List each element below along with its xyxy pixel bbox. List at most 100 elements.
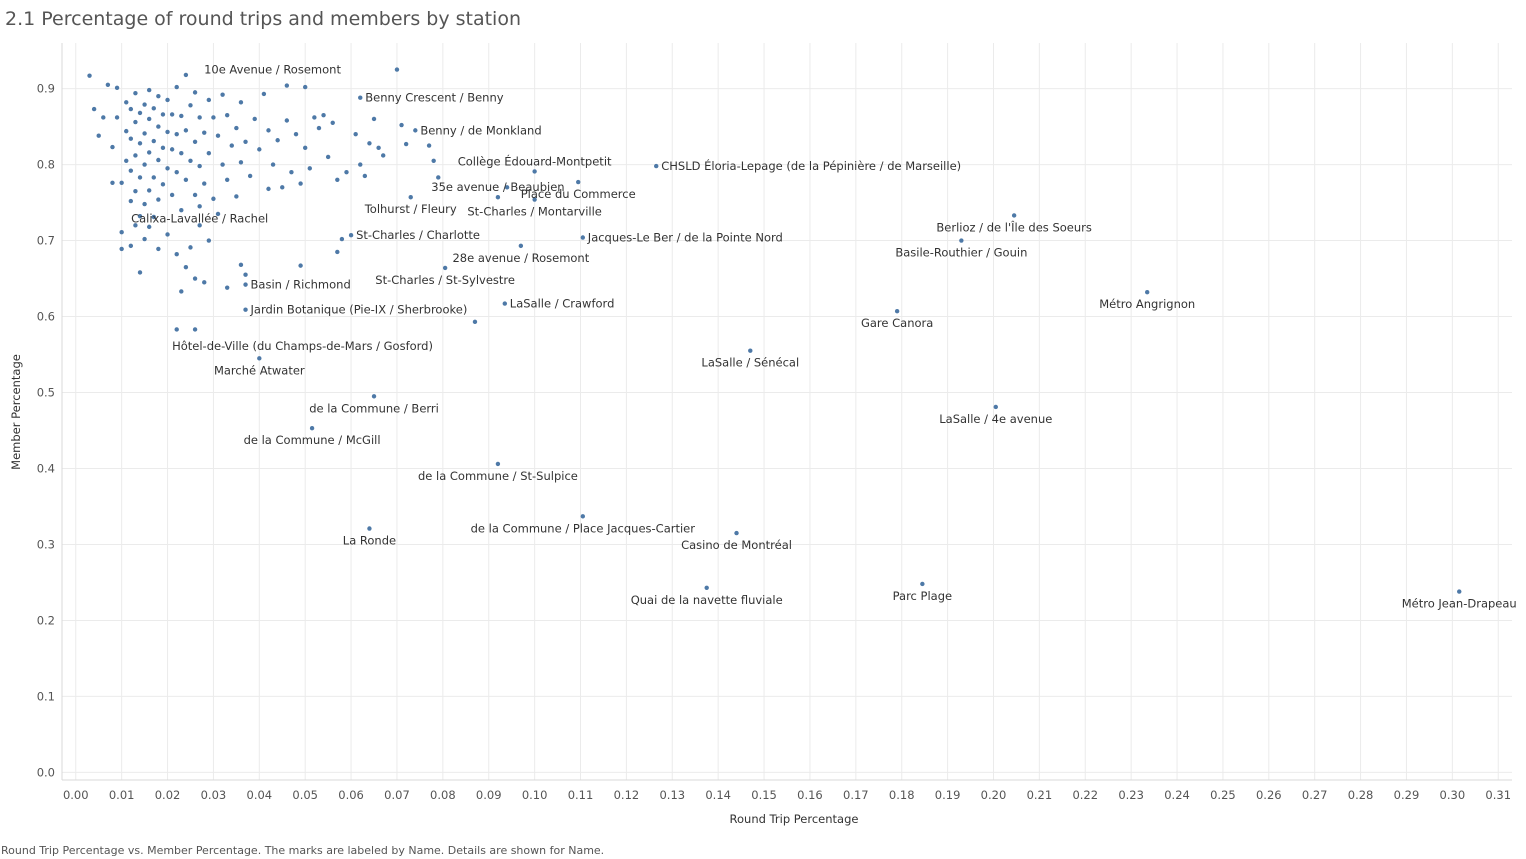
station-point[interactable] — [192, 327, 198, 332]
station-point[interactable] — [146, 87, 152, 93]
station-point[interactable] — [96, 133, 101, 138]
station-point[interactable] — [413, 128, 418, 133]
station-point[interactable] — [302, 145, 308, 151]
station-point[interactable] — [142, 201, 147, 207]
station-point[interactable] — [146, 150, 152, 155]
station-point[interactable] — [146, 116, 152, 122]
station-point[interactable] — [174, 131, 179, 137]
station-point[interactable] — [174, 252, 179, 257]
station-point[interactable] — [119, 229, 124, 235]
station-point[interactable] — [169, 112, 175, 117]
station-point[interactable] — [206, 238, 212, 243]
station-point[interactable] — [206, 97, 212, 103]
station-point[interactable] — [160, 112, 166, 117]
station-point[interactable] — [1145, 290, 1150, 295]
station-point[interactable] — [142, 162, 147, 167]
station-point[interactable] — [894, 309, 900, 314]
station-point[interactable] — [408, 195, 413, 200]
station-point[interactable] — [151, 214, 156, 220]
station-point[interactable] — [266, 128, 271, 133]
station-point[interactable] — [224, 285, 230, 290]
station-point[interactable] — [307, 166, 312, 171]
station-point[interactable] — [105, 82, 111, 87]
station-point[interactable] — [197, 223, 202, 228]
station-point[interactable] — [362, 173, 368, 179]
station-point[interactable] — [576, 179, 581, 185]
station-point[interactable] — [704, 585, 709, 590]
station-point[interactable] — [202, 130, 207, 135]
station-point[interactable] — [367, 526, 372, 531]
station-point[interactable] — [284, 118, 290, 123]
station-point[interactable] — [376, 145, 381, 151]
station-point[interactable] — [224, 177, 230, 182]
station-point[interactable] — [472, 319, 478, 325]
station-point[interactable] — [339, 236, 345, 242]
station-point[interactable] — [309, 426, 315, 431]
station-point[interactable] — [243, 272, 248, 277]
station-point[interactable] — [1011, 213, 1017, 218]
station-point[interactable] — [266, 186, 271, 192]
station-point[interactable] — [1457, 589, 1462, 594]
station-point[interactable] — [142, 236, 147, 242]
station-point[interactable] — [128, 136, 134, 141]
station-point[interactable] — [234, 194, 239, 199]
station-point[interactable] — [381, 153, 386, 158]
data-points[interactable] — [87, 67, 1462, 594]
station-point[interactable] — [502, 301, 508, 306]
station-point[interactable] — [179, 113, 184, 119]
station-point[interactable] — [238, 100, 244, 105]
station-point[interactable] — [114, 85, 120, 91]
station-point[interactable] — [179, 207, 184, 213]
station-point[interactable] — [202, 280, 207, 285]
station-point[interactable] — [160, 145, 166, 151]
station-point[interactable] — [504, 185, 510, 190]
station-point[interactable] — [325, 154, 331, 160]
station-point[interactable] — [353, 131, 358, 137]
station-point[interactable] — [156, 93, 161, 99]
station-point[interactable] — [174, 327, 179, 332]
station-point[interactable] — [298, 263, 303, 268]
station-point[interactable] — [495, 195, 501, 200]
station-point[interactable] — [371, 394, 377, 399]
station-point[interactable] — [146, 188, 152, 193]
station-point[interactable] — [128, 106, 134, 112]
station-point[interactable] — [211, 196, 216, 201]
station-point[interactable] — [215, 133, 221, 138]
station-point[interactable] — [403, 141, 409, 147]
station-point[interactable] — [431, 158, 436, 163]
station-point[interactable] — [179, 289, 184, 294]
station-point[interactable] — [174, 84, 179, 90]
station-point[interactable] — [114, 115, 120, 120]
station-point[interactable] — [394, 67, 400, 72]
station-point[interactable] — [169, 147, 175, 152]
station-point[interactable] — [293, 131, 299, 137]
station-point[interactable] — [156, 197, 161, 202]
station-point[interactable] — [151, 106, 156, 111]
station-point[interactable] — [316, 125, 322, 131]
station-point[interactable] — [224, 112, 230, 118]
station-point[interactable] — [179, 150, 184, 156]
station-point[interactable] — [151, 175, 156, 180]
station-point[interactable] — [289, 169, 294, 175]
station-point[interactable] — [426, 143, 432, 148]
station-point[interactable] — [119, 246, 124, 252]
station-point[interactable] — [142, 131, 147, 136]
station-point[interactable] — [280, 185, 285, 190]
station-point[interactable] — [238, 160, 244, 165]
station-point[interactable] — [243, 307, 248, 312]
station-point[interactable] — [133, 223, 138, 228]
station-point[interactable] — [165, 129, 170, 135]
station-point[interactable] — [133, 188, 138, 194]
station-point[interactable] — [137, 214, 143, 219]
station-point[interactable] — [206, 150, 212, 156]
station-point[interactable] — [156, 246, 161, 252]
station-point[interactable] — [160, 182, 166, 187]
station-point[interactable] — [298, 181, 303, 186]
station-point[interactable] — [183, 128, 189, 133]
station-point[interactable] — [197, 163, 202, 169]
station-point[interactable] — [169, 192, 175, 198]
station-point[interactable] — [137, 270, 143, 275]
station-point[interactable] — [247, 173, 253, 179]
station-point[interactable] — [174, 169, 179, 175]
station-point[interactable] — [532, 169, 537, 174]
